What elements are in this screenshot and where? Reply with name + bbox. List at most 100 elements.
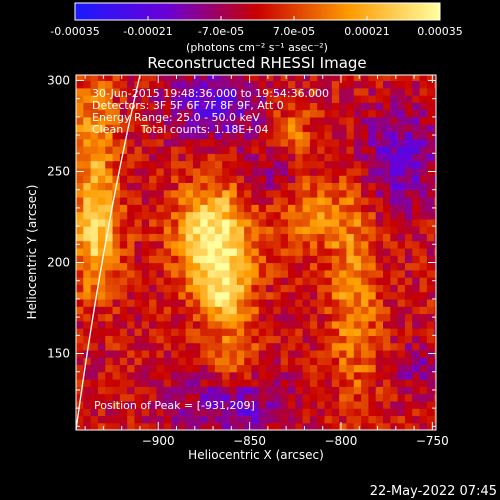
heatmap-cell [390, 240, 399, 249]
heatmap-cell [368, 262, 377, 271]
heatmap-cell [163, 408, 172, 417]
heatmap-cell [375, 328, 384, 336]
heatmap-cell [317, 138, 326, 147]
heatmap-cell [134, 175, 143, 184]
heatmap-cell [192, 109, 201, 118]
heatmap-cell [229, 269, 238, 278]
heatmap-cell [346, 240, 355, 249]
heatmap-cell [171, 240, 179, 249]
heatmap-cell [207, 386, 216, 395]
heatmap-cell [119, 226, 128, 234]
heatmap-cell [302, 342, 311, 351]
heatmap-cell [200, 116, 209, 125]
heatmap-cell [412, 255, 421, 264]
heatmap-cell [280, 415, 289, 424]
heatmap-cell [236, 80, 245, 89]
heatmap-cell [258, 196, 267, 205]
heatmap-cell [244, 80, 253, 89]
heatmap-cell [141, 284, 150, 293]
heatmap-cell [353, 357, 362, 366]
heatmap-cell [426, 357, 435, 366]
heatmap-cell [404, 306, 413, 315]
heatmap-cell [266, 80, 274, 89]
heatmap-cell [171, 269, 179, 278]
heatmap-cell [127, 255, 136, 264]
heatmap-cell [426, 196, 435, 205]
heatmap-cell [302, 153, 311, 162]
heatmap-cell [426, 393, 435, 402]
heatmap-cell [134, 371, 143, 380]
heatmap-cell [397, 262, 406, 271]
heatmap-cell [90, 400, 99, 409]
heatmap-cell [171, 298, 179, 307]
heatmap-cell [375, 364, 384, 373]
heatmap-cell [324, 131, 333, 140]
heatmap-cell [156, 277, 165, 285]
heatmap-cell [419, 226, 428, 234]
heatmap-cell [236, 328, 245, 336]
heatmap-cell [207, 393, 216, 402]
heatmap-cell [390, 102, 399, 111]
heatmap-cell [207, 379, 216, 387]
heatmap-cell [171, 109, 179, 118]
heatmap-cell [127, 422, 136, 430]
heatmap-cell [331, 124, 340, 133]
heatmap-cell [185, 371, 194, 380]
heatmap-cell [404, 320, 413, 329]
heatmap-cell [192, 364, 201, 373]
heatmap-cell [390, 277, 399, 285]
heatmap-cell [192, 357, 201, 366]
heatmap-cell [83, 313, 92, 322]
heatmap-cell [105, 269, 114, 278]
heatmap-cell [90, 364, 99, 373]
heatmap-cell [76, 116, 84, 125]
heatmap-cell [222, 386, 231, 395]
heatmap-cell [346, 306, 355, 315]
heatmap-cell [397, 196, 406, 205]
heatmap-cell [112, 95, 121, 103]
heatmap-cell [251, 313, 260, 322]
heatmap-cell [119, 400, 128, 409]
heatmap-cell [280, 95, 289, 103]
heatmap-cell [244, 269, 253, 278]
heatmap-cell [229, 116, 238, 125]
heatmap-cell [434, 255, 436, 264]
heatmap-cell [419, 415, 428, 424]
heatmap-cell [97, 87, 106, 96]
heatmap-cell [324, 320, 333, 329]
heatmap-cell [317, 291, 326, 300]
heatmap-cell [251, 393, 260, 402]
heatmap-cell [353, 153, 362, 162]
heatmap-cell [178, 75, 187, 82]
heatmap-cell [90, 335, 99, 344]
heatmap-cell [236, 167, 245, 176]
heatmap-cell [178, 95, 187, 103]
heatmap-cell [309, 80, 318, 89]
heatmap-cell [156, 408, 165, 417]
heatmap-cell [171, 371, 179, 380]
heatmap-cell [302, 226, 311, 234]
heatmap-cell [397, 226, 406, 234]
heatmap-cell [127, 189, 136, 198]
heatmap-cell [309, 291, 318, 300]
heatmap-cell [419, 138, 428, 147]
heatmap-cell [149, 408, 158, 417]
heatmap-cell [76, 255, 84, 264]
heatmap-cell [309, 138, 318, 147]
heatmap-cell [83, 102, 92, 111]
heatmap-cell [361, 75, 369, 82]
heatmap-cell [192, 408, 201, 417]
heatmap-cell [171, 306, 179, 315]
heatmap-cell [163, 167, 172, 176]
heatmap-cell [207, 408, 216, 417]
heatmap-cell [119, 371, 128, 380]
heatmap-cell [434, 211, 436, 220]
heatmap-cell [309, 262, 318, 271]
heatmap-cell [346, 349, 355, 358]
heatmap-cell [419, 211, 428, 220]
heatmap-cell [266, 204, 274, 213]
heatmap-cell [346, 408, 355, 417]
heatmap-cell [361, 277, 369, 285]
heatmap-cell [244, 196, 253, 205]
heatmap-cell [324, 204, 333, 213]
